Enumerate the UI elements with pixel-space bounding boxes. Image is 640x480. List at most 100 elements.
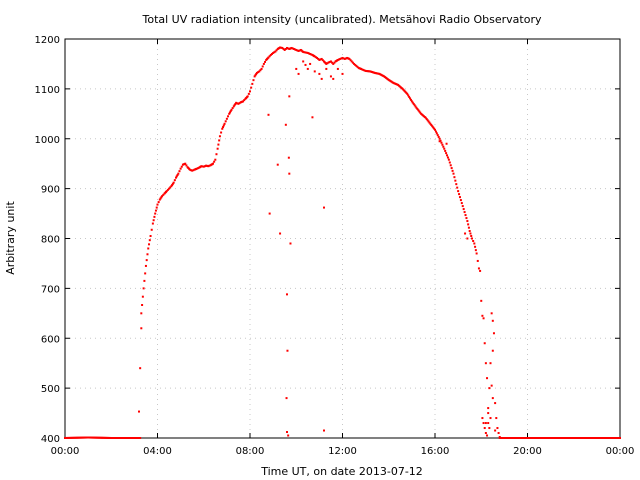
data-point-outlier xyxy=(285,397,288,400)
x-tick-label: 04:00 xyxy=(143,446,172,457)
data-point xyxy=(307,52,310,55)
data-point xyxy=(177,172,180,175)
data-point xyxy=(294,48,297,51)
data-point-outlier xyxy=(489,362,492,365)
data-point xyxy=(180,165,183,168)
data-point-outlier xyxy=(302,60,305,63)
data-point xyxy=(434,130,437,133)
data-point xyxy=(268,55,271,58)
data-point xyxy=(458,193,461,196)
data-point xyxy=(203,165,206,168)
data-point xyxy=(411,101,414,104)
data-point xyxy=(319,58,322,61)
data-point xyxy=(414,105,417,108)
data-point xyxy=(229,110,232,113)
data-point xyxy=(154,209,157,212)
data-point xyxy=(230,108,233,111)
data-point xyxy=(150,228,153,231)
data-point-outlier xyxy=(497,432,500,435)
data-point xyxy=(619,437,621,439)
y-tick-label: 1200 xyxy=(35,35,60,46)
data-point xyxy=(292,47,295,50)
data-point xyxy=(338,58,341,61)
data-point xyxy=(257,71,260,74)
data-point xyxy=(253,75,256,78)
data-point xyxy=(270,52,273,55)
y-tick-label: 1100 xyxy=(35,85,60,96)
data-point xyxy=(348,57,351,60)
data-point-outlier xyxy=(286,293,288,296)
data-point xyxy=(445,152,448,155)
y-tick-label: 400 xyxy=(41,434,60,445)
data-point xyxy=(309,52,312,55)
y-tick-label: 500 xyxy=(41,384,60,395)
data-point xyxy=(474,249,477,252)
data-point xyxy=(429,122,432,125)
data-point xyxy=(467,223,470,226)
data-point xyxy=(416,108,419,111)
data-point-outlier xyxy=(288,95,291,98)
data-point xyxy=(221,127,224,130)
data-point xyxy=(343,57,346,60)
data-point-outlier xyxy=(490,384,493,387)
data-point xyxy=(166,188,169,191)
data-point xyxy=(333,61,336,64)
data-point-outlier xyxy=(484,362,487,365)
data-point xyxy=(175,176,177,179)
data-point-outlier xyxy=(311,116,314,119)
data-point xyxy=(228,111,231,114)
data-point xyxy=(449,164,452,167)
data-point xyxy=(173,179,176,182)
data-point xyxy=(170,185,173,188)
data-point-outlier xyxy=(323,206,325,209)
data-point-outlier xyxy=(139,367,142,370)
data-point xyxy=(261,65,264,68)
data-point xyxy=(344,57,347,60)
data-point xyxy=(454,179,457,182)
data-point xyxy=(141,295,144,298)
data-point xyxy=(169,186,172,189)
data-point xyxy=(456,186,459,189)
data-point xyxy=(443,147,446,150)
data-point xyxy=(409,98,412,101)
data-point xyxy=(453,176,456,179)
data-point xyxy=(340,57,343,60)
data-point-outlier xyxy=(332,77,335,80)
data-point xyxy=(474,245,477,248)
data-point xyxy=(466,220,469,223)
data-point xyxy=(147,247,150,250)
data-point xyxy=(446,154,449,157)
data-point xyxy=(425,117,428,120)
data-point-outlier xyxy=(140,327,143,330)
data-point xyxy=(228,112,231,115)
data-point-outlier xyxy=(496,427,499,430)
y-axis-label: Arbitrary unit xyxy=(4,201,17,275)
data-point-outlier xyxy=(494,402,497,405)
data-point-outlier xyxy=(491,319,494,322)
data-point xyxy=(418,110,421,113)
data-point xyxy=(350,60,353,63)
data-point xyxy=(217,143,220,146)
data-point xyxy=(406,92,409,95)
data-points xyxy=(64,46,621,439)
data-point-outlier xyxy=(484,432,487,435)
data-point xyxy=(427,120,430,123)
data-point xyxy=(255,71,258,74)
data-point xyxy=(171,183,174,186)
data-point-outlier xyxy=(313,70,316,73)
data-point-outlier xyxy=(481,417,484,420)
data-point-outlier xyxy=(480,299,483,302)
data-point xyxy=(272,51,275,54)
data-point xyxy=(325,62,328,65)
data-point xyxy=(223,122,226,125)
data-point xyxy=(446,156,449,159)
data-point-outlier xyxy=(320,77,323,80)
data-point xyxy=(255,73,258,76)
data-point xyxy=(184,162,187,165)
data-point xyxy=(155,206,158,209)
data-point-outlier xyxy=(286,431,288,434)
data-point xyxy=(215,153,218,156)
y-tick-label: 600 xyxy=(41,334,60,345)
data-point xyxy=(287,47,290,50)
data-point xyxy=(349,59,352,62)
